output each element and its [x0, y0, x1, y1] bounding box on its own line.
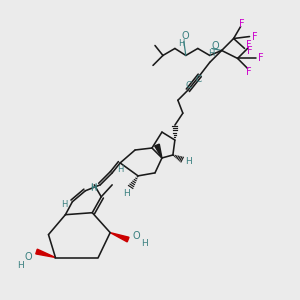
Text: F: F: [252, 32, 257, 41]
Polygon shape: [110, 232, 129, 242]
Text: F: F: [246, 68, 251, 77]
Text: H: H: [117, 165, 123, 174]
Text: H: H: [61, 200, 68, 209]
Text: F: F: [246, 40, 251, 50]
Text: H: H: [90, 183, 97, 192]
Text: O: O: [181, 31, 189, 40]
Text: H: H: [90, 184, 97, 193]
Text: F: F: [258, 53, 263, 63]
Text: H: H: [178, 39, 184, 48]
Text: H: H: [123, 189, 130, 198]
Polygon shape: [154, 144, 162, 158]
Text: H: H: [185, 158, 192, 166]
Text: O: O: [132, 231, 140, 241]
Text: H: H: [141, 239, 147, 248]
Text: H: H: [17, 261, 24, 270]
Text: C: C: [196, 75, 202, 84]
Text: O: O: [25, 251, 32, 262]
Text: C: C: [186, 81, 192, 90]
Text: O: O: [212, 41, 220, 52]
Text: F: F: [239, 19, 244, 28]
Polygon shape: [36, 249, 56, 257]
Text: F: F: [247, 46, 252, 56]
Text: H: H: [208, 49, 215, 58]
